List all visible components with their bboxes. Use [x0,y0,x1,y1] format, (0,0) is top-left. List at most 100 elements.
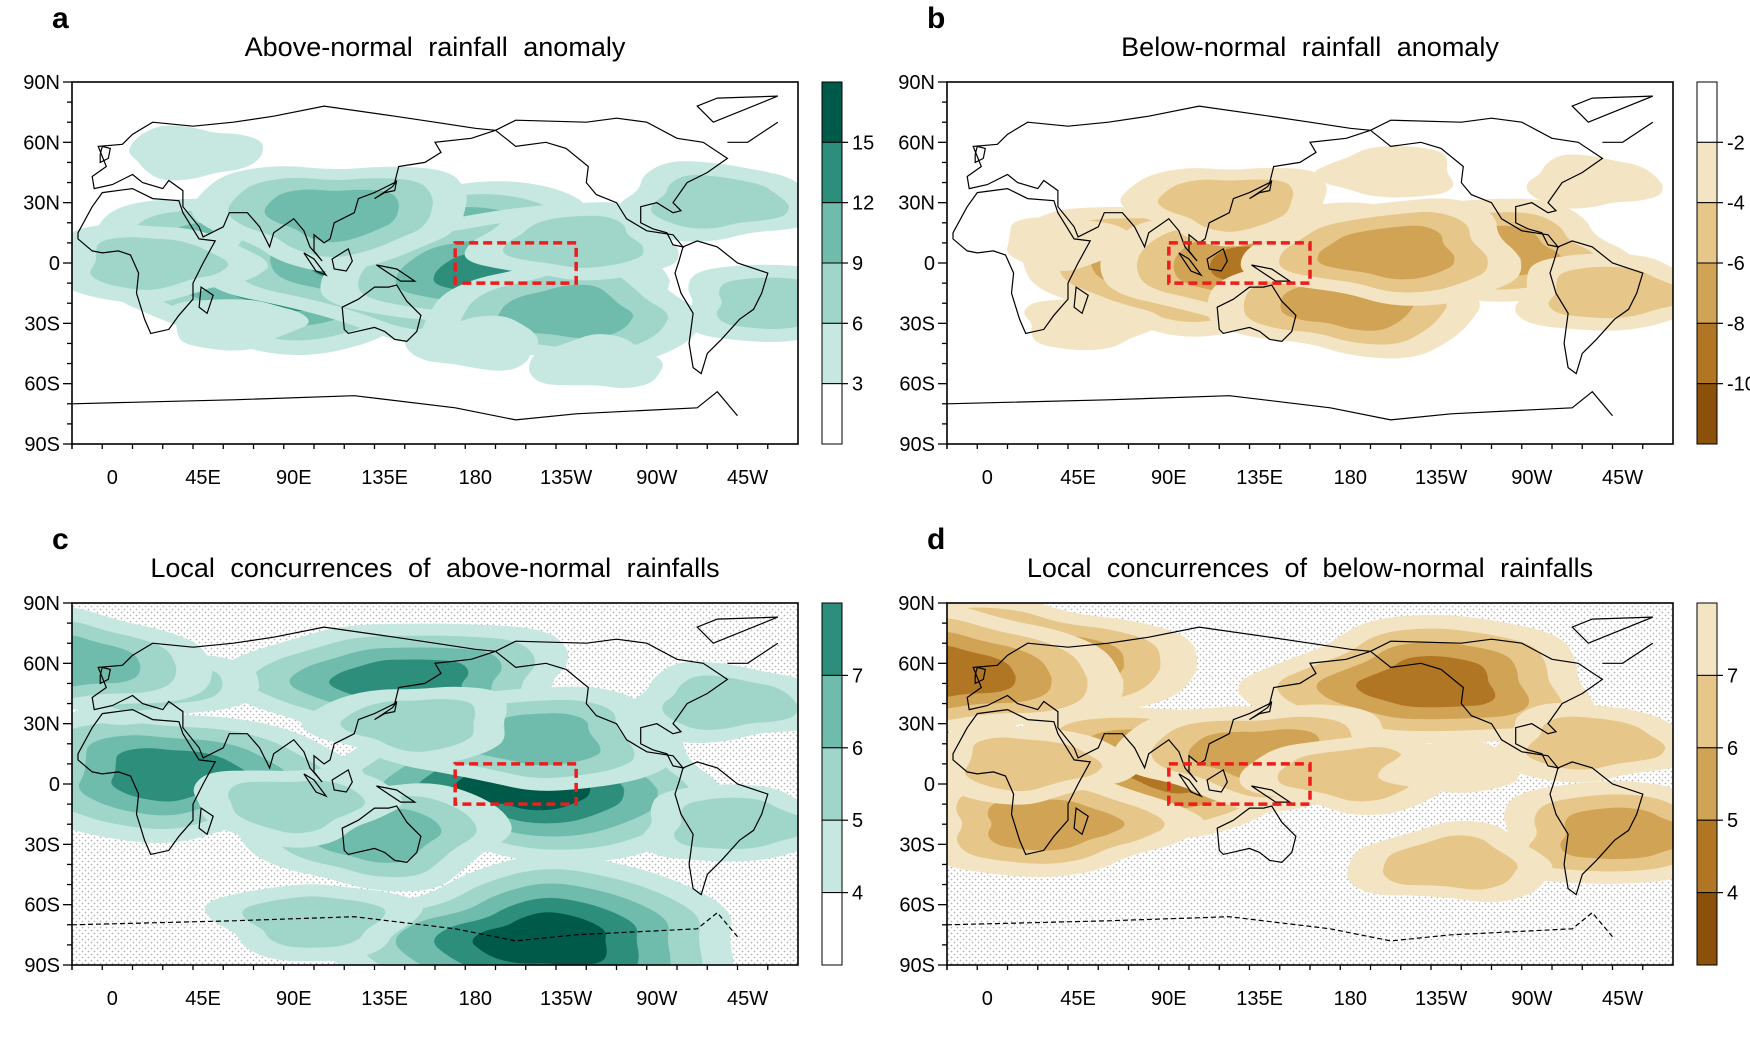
coastline-sumatra [1178,773,1203,798]
region-box-c [453,762,578,806]
colorbar-tick-label: 3 [852,374,863,396]
plot-area-b [947,82,1673,444]
coastline-antarctica [947,911,1613,942]
x-tick-label: 180 [1334,467,1367,489]
x-tick-label: 135W [1415,467,1467,489]
x-tick-label: 135W [540,988,592,1010]
coastline-south-america [1549,240,1644,375]
colorbar-bin [821,674,843,749]
x-tick-label: 45E [1060,467,1096,489]
colorbar-bin [1696,674,1718,749]
coastline-madagascar [1073,286,1089,315]
anomaly-field-7-level-1 [1006,217,1145,272]
x-tick-label: 45E [1060,988,1096,1010]
coastline-australia [341,284,422,343]
x-tick-label: 135E [361,467,408,489]
anomaly-field-11-level-1 [529,334,665,388]
colorbar-tick-label: 15 [852,132,874,154]
anomaly-field-3-level-4 [947,645,1017,697]
colorbar-tick-label: -2 [1727,132,1745,154]
chart-title-d: Local concurrences of below-normal rainf… [1027,553,1593,583]
coastline-antarctica [947,390,1613,421]
colorbar-tick-label: 9 [852,253,863,275]
anomaly-field-7-level-2 [228,780,368,834]
colorbar-bin [821,322,843,385]
coastline-africa [952,708,1092,856]
x-tick-label: 90W [1511,988,1552,1010]
y-tick-label: 0 [924,253,935,275]
coastline-eurasia [966,105,1371,262]
panel-letter-d: d [927,523,945,556]
y-tick-label: 90N [23,593,60,615]
anomaly-field-6-level-2 [651,174,790,229]
x-tick-label: 180 [459,988,492,1010]
coastline-australia [341,805,422,864]
region-box-d [1167,762,1312,806]
coastline-eurasia [966,626,1371,783]
y-tick-label: 30N [898,193,935,215]
colorbar-bin [1696,141,1718,204]
coastline-greenland [696,616,779,664]
colorbar-bin [821,819,843,894]
anomaly-field-10-level-3 [72,635,142,687]
colorbar-bin [1696,819,1718,894]
colorbar-bin [1696,747,1718,821]
x-tick-label: 90W [636,988,677,1010]
coastline-antarctica [72,911,738,942]
panel-letter-b: b [927,2,945,35]
coastline-uk [974,666,987,685]
x-tick-label: 0 [107,467,118,489]
coastline-japan [1249,180,1273,200]
y-tick-label: 60N [23,132,60,154]
coastline-north-america [494,638,729,769]
x-tick-label: 45E [185,467,221,489]
coastline-eurasia [91,626,496,783]
colorbar-tick-label: -10 [1727,374,1750,396]
anomaly-field-10-level-1 [1314,146,1454,198]
coastline-borneo [1206,247,1228,272]
coastline-north-america [1369,638,1604,769]
coastline-greenland [1571,616,1654,664]
anomaly-field-11-level-2 [674,797,798,850]
coastline-japan [1249,701,1273,721]
y-tick-label: 30S [24,834,60,856]
anomaly-field-9-level-1 [1024,298,1169,351]
y-tick-label: 90S [899,434,935,456]
anomaly-field-1-level-5 [472,912,607,965]
coastline-uk [99,145,112,164]
coastline-africa [952,187,1092,335]
x-tick-label: 0 [982,467,993,489]
coastline-south-america [1549,761,1644,896]
x-tick-label: 135W [1415,988,1467,1010]
x-tick-label: 90E [1151,467,1187,489]
colorbar-tick-label: 6 [852,738,863,760]
colorbar-tick-label: 6 [1727,738,1738,760]
y-tick-label: 0 [49,774,60,796]
colorbar-bin [1696,81,1718,143]
x-tick-label: 45E [185,988,221,1010]
colorbar-bin [1696,202,1718,264]
y-tick-label: 60S [24,895,60,917]
y-tick-label: 60N [23,653,60,675]
colorbar-bin [1696,892,1718,966]
y-tick-label: 0 [49,253,60,275]
coastline-greenland [696,95,779,143]
chart-title-b: Below-normal rainfall anomaly [1121,32,1499,62]
y-tick-label: 30N [23,193,60,215]
panel-letter-a: a [52,2,69,35]
colorbar-tick-label: 7 [1727,665,1738,687]
coastline-south-america [674,240,769,375]
chart-svg-c: c Local concurrences of above-normal rain… [23,523,863,1010]
anomaly-field-12-level-1 [129,125,264,181]
x-tick-label: 45W [1602,467,1643,489]
plot-area-a [72,82,798,444]
y-tick-label: 90N [23,72,60,94]
y-tick-label: 30S [899,313,935,335]
coastline-sumatra [303,252,328,277]
colorbar-bin [821,141,843,204]
plot-area-c [72,603,798,965]
x-tick-label: 0 [982,988,993,1010]
y-tick-label: 90S [24,955,60,977]
colorbar-tick-label: 5 [852,810,863,832]
y-tick-label: 30N [898,714,935,736]
